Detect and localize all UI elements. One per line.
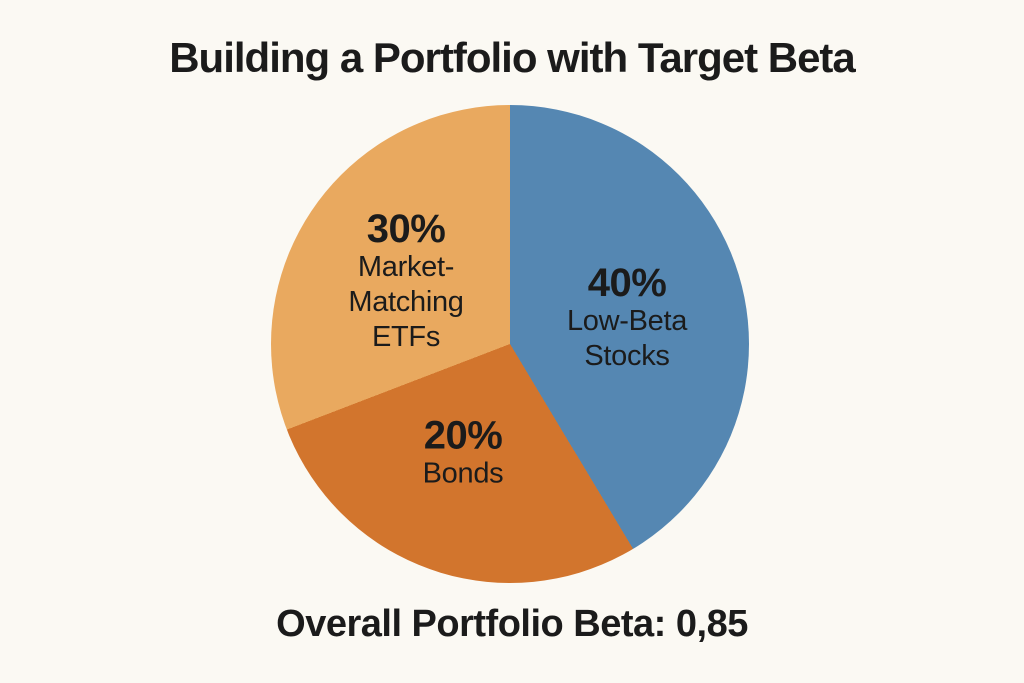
slice-pct-low-beta-stocks: 40% (587, 261, 667, 306)
slice-name-market-matching-etfs-line1: Market- (357, 250, 455, 283)
slice-name-bonds-line1: Bonds (422, 457, 504, 490)
slice-name-low-beta-stocks-line1: Low-Beta (566, 305, 688, 338)
slice-label-market-matching-etfs: 30% Market- Matching ETFs (348, 206, 464, 354)
overall-beta-caption: Overall Portfolio Beta: 0,85 (276, 603, 748, 645)
slice-name-market-matching-etfs-line3: ETFs (371, 320, 441, 353)
slice-label-low-beta-stocks: 40% Low-Beta Stocks (567, 262, 687, 374)
slice-label-bonds: 20% Bonds (423, 415, 504, 492)
slice-name-low-beta-stocks-line2: Stocks (584, 340, 670, 372)
slice-name-market-matching-etfs-line2: Matching (348, 285, 464, 318)
chart-title: Building a Portfolio with Target Beta (169, 34, 856, 81)
slice-pct-bonds: 20% (423, 413, 503, 458)
pie-chart (271, 105, 749, 583)
slice-pct-market-matching-etfs: 30% (366, 206, 446, 251)
